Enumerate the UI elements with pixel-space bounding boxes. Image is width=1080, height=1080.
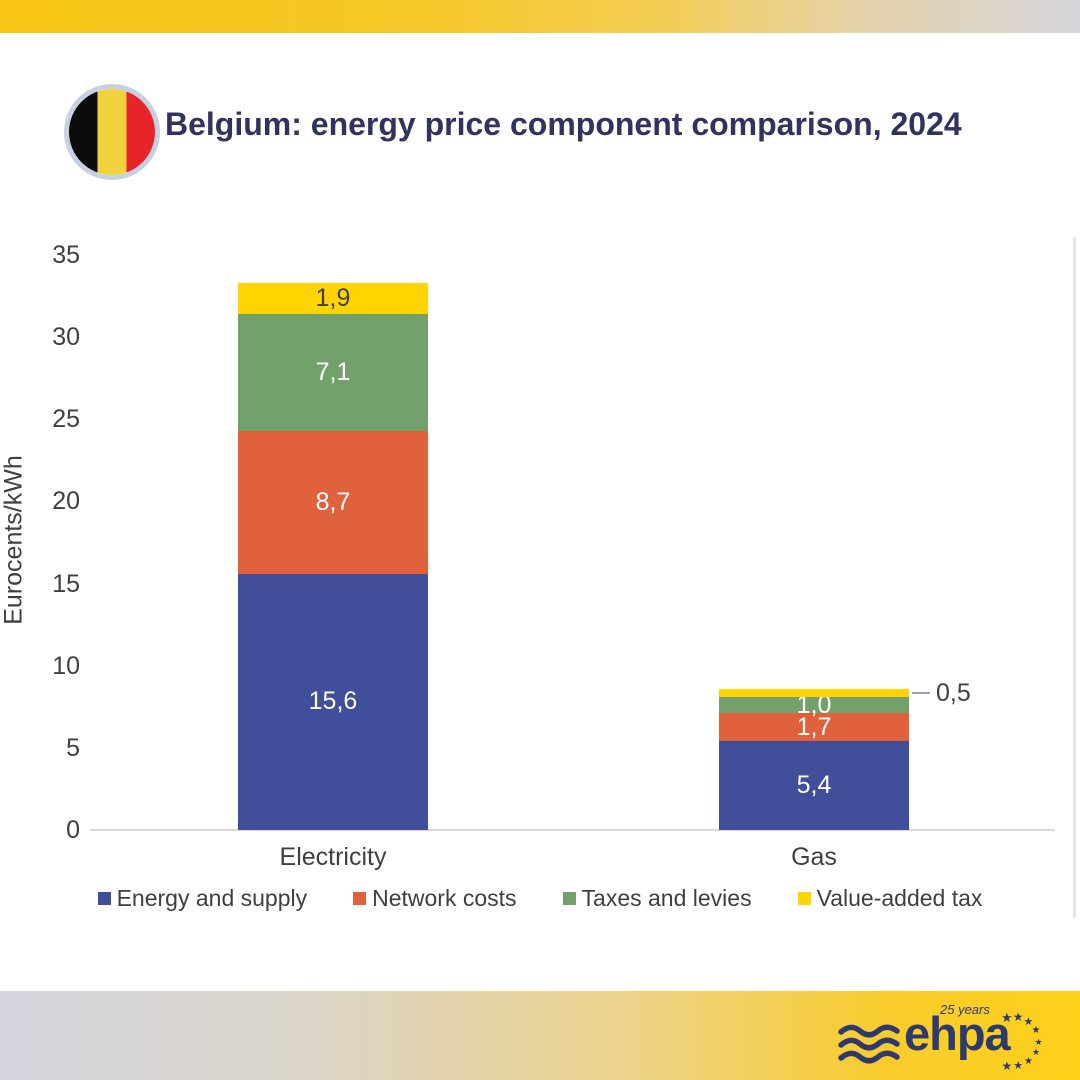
- header-gradient-band: [0, 0, 1080, 33]
- legend-swatch-icon: [353, 892, 367, 905]
- plot-right-border: [1073, 237, 1076, 918]
- legend-label: Value-added tax: [816, 885, 983, 911]
- bar-segment-network-costs: 8,7: [238, 430, 428, 574]
- legend-item-taxes-and-levies: Taxes and levies: [562, 885, 752, 912]
- star-icon: ★: [1001, 1010, 1013, 1026]
- y-axis-tick-label: 0: [66, 816, 80, 844]
- footer-gradient-band: [0, 991, 1080, 1080]
- bar-segment-taxes-and-levies: 1,0: [719, 691, 909, 719]
- y-axis-tick-label: 10: [52, 651, 80, 680]
- ehpa-logo-text: ehpa: [904, 1007, 1011, 1060]
- y-axis-tick-label: 25: [52, 405, 80, 434]
- bar-value-label: 1,9: [315, 284, 351, 313]
- bar-segment-value-added-tax: [719, 688, 909, 697]
- bar-value-label: 15,6: [308, 687, 358, 716]
- star-icon: ★: [1023, 1015, 1034, 1028]
- bar-value-label: 5,4: [796, 771, 832, 800]
- star-icon: ★: [1012, 1010, 1024, 1025]
- bar-segment-network-costs: 1,7: [719, 712, 909, 742]
- star-icon: ★: [1034, 1036, 1043, 1047]
- legend-swatch-icon: [562, 892, 576, 905]
- y-axis-tick-label: 15: [52, 569, 80, 598]
- y-axis-tick-label: 20: [52, 487, 80, 516]
- page-title: Belgium: energy price component comparis…: [165, 106, 962, 142]
- bar-segment-energy-and-supply: 15,6: [238, 573, 428, 830]
- legend-label: Energy and supply: [116, 885, 308, 911]
- callout-line: [912, 691, 930, 694]
- belgium-flag-stripes: [69, 89, 155, 175]
- legend: Energy and supply Network costs Taxes and …: [0, 885, 1080, 912]
- legend-label: Network costs: [372, 885, 517, 911]
- star-icon: ★: [1024, 1055, 1033, 1067]
- y-axis-tick-label: 35: [52, 241, 80, 269]
- legend-swatch-icon: [97, 892, 111, 905]
- bar-value-label: 7,1: [315, 357, 351, 386]
- ehpa-logo: ehpa 25 years ★ ★ ★ ★ ★ ★ ★ ★ ★: [838, 1002, 1048, 1080]
- bar-value-label: 8,7: [315, 487, 351, 516]
- x-axis-category-label: Gas: [791, 843, 837, 871]
- ehpa-waves-icon: [838, 1024, 900, 1064]
- bar-value-label: 1,7: [796, 712, 832, 741]
- y-axis-tick-label: 30: [52, 323, 80, 352]
- legend-label: Taxes and levies: [581, 885, 752, 911]
- y-axis-tick-label: 5: [66, 733, 80, 762]
- legend-item-value-added-tax: Value-added tax: [797, 885, 983, 912]
- star-icon: ★: [1031, 1025, 1041, 1037]
- bar-segment-taxes-and-levies: 7,1: [238, 314, 428, 431]
- legend-swatch-icon: [797, 892, 811, 905]
- bar-segment-energy-and-supply: 5,4: [719, 741, 909, 830]
- belgium-flag-icon: [64, 84, 160, 180]
- legend-item-energy-and-supply: Energy and supply: [97, 885, 308, 912]
- bar-segment-value-added-tax: 1,9: [238, 282, 428, 315]
- star-icon: ★: [1013, 1060, 1024, 1073]
- bar-value-label: 0,5: [936, 678, 971, 707]
- x-axis-line: [90, 829, 1055, 831]
- star-icon: ★: [1031, 1047, 1041, 1058]
- ehpa-25-years-label: 25 years: [940, 1002, 990, 1017]
- x-axis-category-label: Electricity: [279, 843, 387, 871]
- legend-item-network-costs: Network costs: [353, 885, 517, 912]
- star-icon: ★: [1001, 1059, 1013, 1074]
